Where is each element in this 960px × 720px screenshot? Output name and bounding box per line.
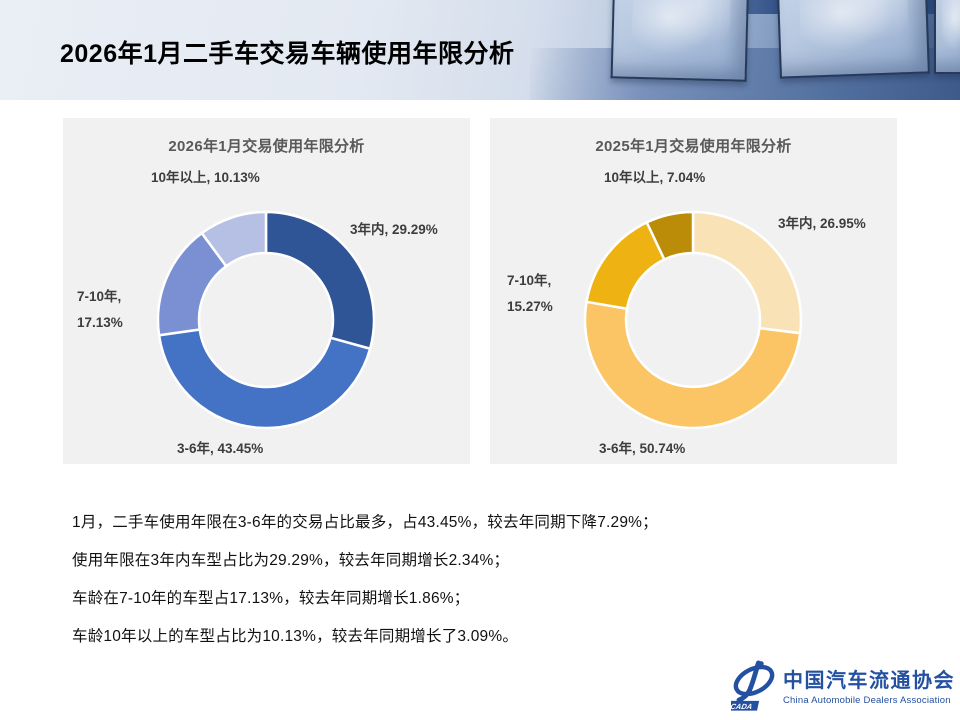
donut-slice-3-6年 <box>157 328 372 430</box>
data-label-under3: 3年内, 29.29% <box>350 222 438 237</box>
chart-title-2025: 2025年1月交易使用年限分析 <box>595 138 792 155</box>
data-label-7to10: 7-10年, 15.27% <box>507 268 553 320</box>
data-label-over10: 10年以上, 7.04% <box>604 170 706 185</box>
globe-cube-icon <box>776 0 930 79</box>
data-label-under3: 3年内, 26.95% <box>778 216 866 231</box>
data-label-7to10: 7-10年, 17.13% <box>77 284 123 336</box>
summary-line-4: 车龄10年以上的车型占比为10.13%，较去年同期增长了3.09%。 <box>72 628 519 645</box>
donut-chart-2026 <box>156 210 376 430</box>
data-label-7to10-line2: 15.27% <box>507 299 553 314</box>
page-title: 2026年1月二手车交易车辆使用年限分析 <box>60 40 515 68</box>
cada-logo-text: 中国汽车流通协会 China Automobile Dealers Associ… <box>783 664 955 706</box>
globe-cube-icon <box>934 0 960 74</box>
donut-slice-3年内 <box>691 210 803 335</box>
chart-title-2026: 2026年1月交易使用年限分析 <box>168 138 365 155</box>
summary-text: 1月，二手车使用年限在3-6年的交易占比最多，占43.45%，较去年同期下降7.… <box>72 512 892 664</box>
header-banner: 2026年1月二手车交易车辆使用年限分析 <box>0 0 960 100</box>
data-label-3to6: 3-6年, 43.45% <box>177 441 264 456</box>
cada-logo-icon: CADA <box>731 660 775 711</box>
summary-line-1: 1月，二手车使用年限在3-6年的交易占比最多，占43.45%，较去年同期下降7.… <box>72 514 658 531</box>
data-label-3to6: 3-6年, 50.74% <box>599 441 686 456</box>
donut-chart-2025 <box>583 210 803 430</box>
donut-slice-10年以上 <box>200 210 268 268</box>
data-label-7to10-line2: 17.13% <box>77 315 123 330</box>
data-label-7to10-line1: 7-10年, <box>507 273 552 288</box>
summary-line-2: 使用年限在3年内车型占比为29.29%，较去年同期增长2.34%； <box>72 552 510 569</box>
cada-logo: CADA 中国汽车流通协会 China Automobile Dealers A… <box>731 656 955 714</box>
cada-name-en: China Automobile Dealers Association <box>783 695 951 706</box>
data-label-7to10-line1: 7-10年, <box>77 289 122 304</box>
donut-slice-10年以上 <box>645 210 695 261</box>
chart-panel-2025: 2025年1月交易使用年限分析 10年以上, 7.04% 3年内, 26.95%… <box>490 118 897 464</box>
summary-line-3: 车龄在7-10年的车型占17.13%，较去年同期增长1.86%； <box>72 590 470 607</box>
globe-cube-icon <box>610 0 750 82</box>
data-label-over10: 10年以上, 10.13% <box>151 170 260 185</box>
cada-acronym: CADA <box>731 702 753 711</box>
chart-panel-2026: 2026年1月交易使用年限分析 10年以上, 10.13% 3年内, 29.29… <box>63 118 470 464</box>
donut-slice-3-6年 <box>583 300 802 430</box>
cada-name-cn: 中国汽车流通协会 <box>783 670 955 692</box>
